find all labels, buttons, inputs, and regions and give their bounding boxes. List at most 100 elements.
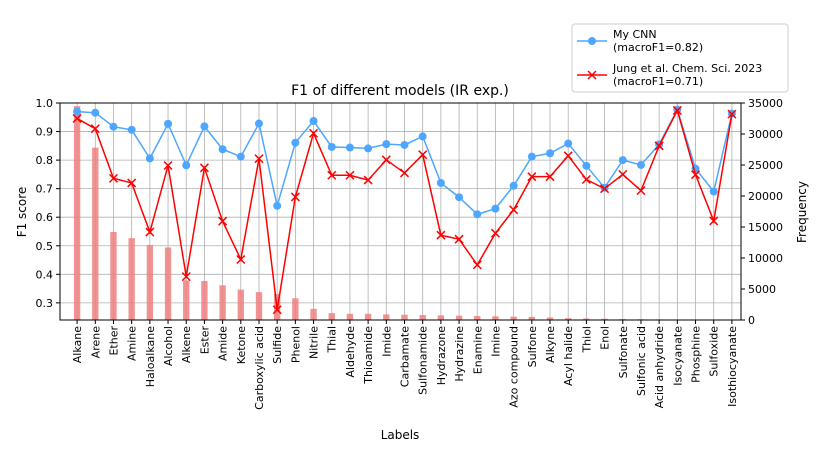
point-my-cnn — [364, 144, 373, 153]
frequency-bar — [492, 316, 499, 320]
x-tick-label: Sulfonate — [617, 326, 630, 379]
frequency-bar — [437, 315, 445, 320]
frequency-bar — [583, 318, 590, 320]
point-jung — [472, 260, 482, 270]
point-my-cnn — [127, 125, 136, 134]
x-tick-label: Enol — [599, 326, 612, 350]
point-my-cnn — [382, 140, 391, 149]
point-my-cnn — [200, 122, 209, 131]
point-jung — [163, 160, 173, 171]
point-my-cnn — [291, 138, 300, 147]
frequency-bar — [255, 292, 263, 320]
point-my-cnn — [400, 140, 409, 149]
x-tick-label: Enamine — [471, 326, 484, 374]
point-my-cnn — [309, 116, 318, 125]
y-tick-label: 0.7 — [36, 183, 54, 196]
y2-axis-label: Frequency — [795, 181, 809, 243]
axes: Alkane Arene Ether Amine Haloalkane Alcohol Al… — [36, 97, 784, 410]
point-my-cnn — [218, 145, 227, 154]
point-jung — [199, 163, 209, 173]
frequency-bar — [73, 106, 81, 320]
legend-box — [571, 23, 789, 93]
legend-label-my-cnn: My CNN — [613, 28, 657, 41]
x-tick-label: Amine — [126, 326, 139, 361]
frequency-bar — [328, 313, 335, 320]
x-tick-label: Sulfonic acid — [635, 326, 648, 396]
frequency-bar — [474, 315, 481, 320]
y-tick-label: 0.9 — [36, 126, 54, 139]
x-tick-label: Hydrazine — [453, 326, 466, 382]
point-jung — [218, 216, 228, 226]
point-my-cnn — [327, 142, 336, 151]
point-jung — [636, 186, 646, 196]
x-tick-label: Thiol — [580, 326, 593, 354]
x-tick-label: Alkyne — [544, 326, 557, 363]
y2-tick-label: 20000 — [748, 190, 783, 203]
frequency-bar — [528, 316, 536, 320]
x-tick-label: Isothiocyanate — [726, 326, 739, 407]
point-jung — [672, 105, 682, 115]
point-jung — [309, 128, 319, 138]
chart-title: F1 of different models (IR exp.) — [291, 83, 509, 99]
y2-tick-label: 0 — [748, 314, 755, 327]
point-jung — [490, 228, 500, 238]
frequency-bar — [419, 315, 426, 320]
legend-label-my-cnn-score: (macroF1=0.82) — [613, 41, 703, 54]
point-jung — [709, 216, 719, 226]
x-tick-label: Sulfide — [271, 326, 284, 364]
point-jung — [618, 169, 628, 179]
point-my-cnn — [491, 204, 500, 213]
point-my-cnn — [236, 152, 245, 161]
point-jung — [654, 141, 664, 151]
point-my-cnn — [455, 193, 464, 202]
legend-label-jung-score: (macroF1=0.71) — [613, 75, 703, 88]
y-tick-label: 0.8 — [36, 154, 54, 167]
x-tick-label: Amide — [217, 326, 230, 361]
x-tick-label: Ester — [198, 326, 211, 355]
point-jung — [436, 230, 446, 240]
x-tick-label: Alkene — [180, 326, 193, 363]
point-my-cnn — [709, 187, 718, 196]
point-jung — [690, 170, 701, 180]
point-my-cnn — [91, 108, 100, 117]
y-tick-label: 0.4 — [36, 268, 54, 281]
y-tick-label: 0.6 — [36, 211, 54, 224]
frequency-bar — [546, 317, 554, 320]
x-tick-label: Imide — [380, 326, 393, 357]
y-tick-label: 1.0 — [36, 97, 54, 110]
point-jung — [181, 272, 191, 282]
point-jung — [381, 155, 391, 165]
point-jung — [90, 124, 100, 134]
frequency-bar — [383, 314, 390, 320]
point-jung — [363, 175, 373, 185]
plot-frame — [59, 102, 742, 321]
x-tick-label: Hydrazone — [435, 326, 448, 386]
point-jung — [290, 192, 300, 202]
frequency-bar — [601, 318, 608, 320]
x-tick-label: Ether — [107, 326, 120, 356]
x-tick-label: Thioamide — [362, 326, 375, 385]
point-my-cnn — [273, 201, 282, 210]
legend-label-jung: Jung et al. Chem. Sci. 2023 — [612, 62, 762, 75]
x-tick-label: Sulfonamide — [417, 326, 430, 395]
x-tick-label: Acyl halide — [562, 326, 575, 386]
x-tick-label: Alkane — [71, 326, 84, 363]
x-tick-label: Imine — [489, 326, 502, 357]
point-my-cnn — [527, 152, 536, 161]
x-tick-label: Carboxylic acid — [253, 326, 266, 410]
point-my-cnn — [164, 119, 173, 128]
x-tick-label: Acid anhydride — [653, 326, 666, 409]
point-jung — [345, 170, 355, 180]
legend: My CNN (macroF1=0.82) Jung et al. Chem. … — [571, 23, 789, 93]
y-tick-label: 0.3 — [36, 297, 54, 310]
point-jung — [399, 168, 410, 178]
legend-marker-my-cnn — [588, 37, 596, 45]
point-my-cnn — [636, 160, 645, 169]
point-jung — [509, 205, 519, 215]
x-tick-label: Alcohol — [162, 326, 175, 366]
y2-tick-label: 35000 — [748, 97, 783, 110]
point-jung — [545, 172, 555, 182]
point-my-cnn — [345, 143, 354, 152]
y-axis-label: F1 score — [15, 187, 29, 238]
